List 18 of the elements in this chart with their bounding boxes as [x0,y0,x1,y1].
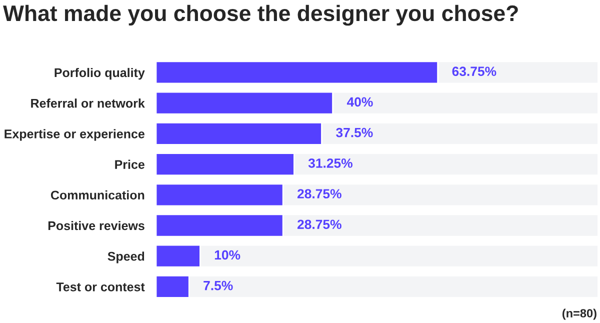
y-tick-label: Communication [50,190,144,200]
data-label: 7.5% [204,280,233,290]
text: (n=80) [562,308,596,320]
y-tick-label: Speed [108,252,144,264]
data-label: 28.75% [297,189,342,198]
data-label: 63.75% [452,66,496,76]
chart-title: What made you choose the designer you chose? [3,4,518,26]
y-tick-label: Positive reviews [48,220,144,230]
y-tick-label: Referral or network [31,98,145,108]
y-tick-label: Test or contest [56,282,145,292]
data-label: 28.75% [297,220,342,230]
data-label: 10% [214,250,240,260]
y-tick-label: Expertise or experience [4,129,144,141]
data-label: 31.25% [308,158,352,168]
data-label: 40% [346,97,373,107]
y-tick-label: Price [115,160,144,169]
data-label: 37.5% [336,128,373,138]
y-tick-label: Porfolio quality [54,68,145,80]
